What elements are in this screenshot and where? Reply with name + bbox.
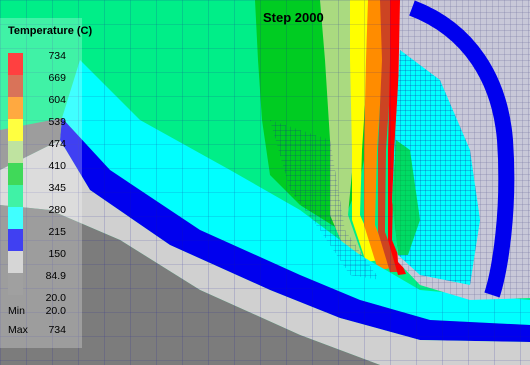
legend-label: 345 — [48, 182, 66, 194]
legend-label: 410 — [48, 160, 66, 172]
min-value: 20.0 — [45, 305, 66, 317]
min-label: Min — [8, 305, 25, 317]
tool-green-zone — [392, 140, 420, 255]
legend-label: 539 — [48, 116, 66, 128]
legend-label: 474 — [48, 138, 66, 150]
legend-label: 150 — [48, 248, 66, 260]
legend-swatch-669 — [8, 75, 23, 97]
legend-swatch-150 — [8, 251, 23, 273]
legend-label: 84.9 — [45, 270, 66, 282]
step-title: Step 2000 — [263, 10, 324, 25]
max-value: 734 — [48, 324, 66, 336]
legend-swatch-474 — [8, 141, 23, 163]
legend-swatch-539 — [8, 119, 23, 141]
legend-swatch-734 — [8, 53, 23, 75]
legend-swatch-84-9 — [8, 273, 23, 295]
tool-blue-band — [409, 0, 515, 298]
legend-label: 20.0 — [45, 292, 66, 304]
legend-swatch-410 — [8, 163, 23, 185]
legend-label: 215 — [48, 226, 66, 238]
legend-label: 280 — [48, 204, 66, 216]
legend-label: 734 — [48, 50, 66, 62]
legend-swatch-345 — [8, 185, 23, 207]
legend-swatch-604 — [8, 97, 23, 119]
legend-title: Temperature (C) — [8, 25, 93, 37]
legend-label: 604 — [48, 94, 66, 106]
legend-swatch-280 — [8, 207, 23, 229]
legend-swatch-215 — [8, 229, 23, 251]
legend-label: 669 — [48, 72, 66, 84]
max-label: Max — [8, 324, 28, 336]
